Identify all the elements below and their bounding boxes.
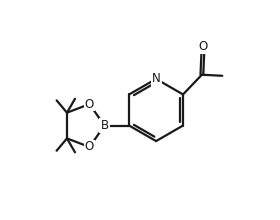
Text: O: O bbox=[85, 141, 94, 154]
Text: B: B bbox=[101, 119, 109, 132]
Text: O: O bbox=[85, 98, 94, 111]
Text: O: O bbox=[198, 40, 207, 53]
Text: N: N bbox=[152, 72, 160, 85]
